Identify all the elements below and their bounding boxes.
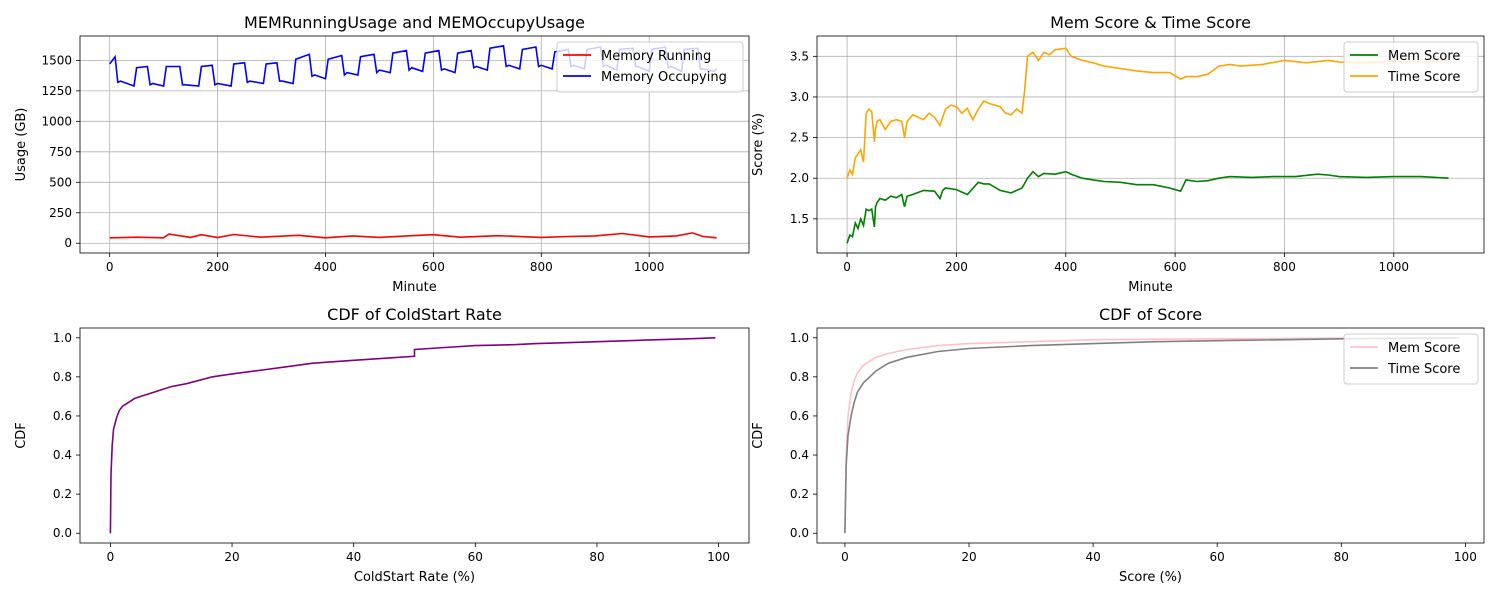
- axes-frame: [79, 327, 750, 544]
- y-tick-label: 1250: [41, 84, 72, 98]
- series-line-2: [844, 337, 1460, 534]
- y-tick-label: 0.8: [790, 370, 809, 384]
- x-tick-label: 0: [843, 260, 851, 274]
- legend: Mem Score Time Score: [1343, 333, 1479, 385]
- chart-title: Mem Score & Time Score: [1050, 13, 1251, 32]
- legend-label: Memory Occupying: [601, 70, 727, 85]
- x-tick-label: 0: [841, 550, 849, 564]
- series-line-1: [109, 337, 716, 534]
- x-tick-label: 400: [1054, 260, 1077, 274]
- x-tick-label: 1000: [1379, 260, 1410, 274]
- x-axis-label: Score (%): [1119, 570, 1182, 585]
- x-tick-label: 60: [1210, 550, 1225, 564]
- x-tick-label: 1000: [634, 260, 665, 274]
- legend-label: Mem Score: [1388, 49, 1460, 64]
- x-axis-label: Minute: [1128, 280, 1172, 295]
- series-line-1: [109, 232, 717, 239]
- x-tick-label: 200: [206, 260, 229, 274]
- x-tick-label: 400: [314, 260, 337, 274]
- chart-title: CDF of Score: [1099, 305, 1202, 324]
- x-tick-label: 0: [107, 550, 115, 564]
- chart-title: MEMRunningUsage and MEMOccupyUsage: [244, 13, 585, 32]
- y-tick-label: 0.6: [790, 409, 809, 423]
- axes-frame: [816, 35, 1485, 254]
- chart-panel-2: 0 200 400 600 800 1000 1.5 2.0 2.5 3.0 3.5 Mem Scor…: [751, 13, 1485, 295]
- legend-box: [556, 41, 744, 93]
- x-tick-label: 20: [224, 550, 239, 564]
- legend: Memory Running Memory Occupying: [556, 41, 744, 93]
- chart-panel-4: 0 20 40 60 80 100 0.0 0.2 0.4 0.6 0.8 1.0 CDF of Sco…: [751, 305, 1485, 585]
- y-tick-label: 1.0: [53, 331, 72, 345]
- series-line-1: [846, 170, 1449, 244]
- x-tick-label: 80: [589, 550, 604, 564]
- legend-label: Mem Score: [1388, 341, 1460, 356]
- axes-frame: [816, 327, 1485, 544]
- y-tick-label: 250: [49, 206, 72, 220]
- x-tick-label: 0: [106, 260, 114, 274]
- y-tick-label: 0.6: [53, 409, 72, 423]
- x-tick-label: 800: [1273, 260, 1296, 274]
- y-tick-label: 0.0: [53, 526, 72, 540]
- y-tick-label: 0.2: [790, 487, 809, 501]
- chart-panel-1: 0 200 400 600 800 1000 0 250 500 750 1000 1250 1500 M…: [14, 13, 750, 295]
- y-tick-label: 1500: [41, 53, 72, 67]
- y-tick-label: 0.4: [790, 448, 809, 462]
- y-tick-label: 500: [49, 175, 72, 189]
- y-tick-label: 2.5: [790, 131, 809, 145]
- legend-label: Time Score: [1387, 70, 1460, 85]
- x-tick-label: 80: [1334, 550, 1349, 564]
- x-tick-label: 100: [1454, 550, 1477, 564]
- y-tick-label: 2.0: [790, 171, 809, 185]
- y-tick-label: 0.2: [53, 487, 72, 501]
- x-tick-label: 20: [961, 550, 976, 564]
- x-tick-label: 60: [468, 550, 483, 564]
- chart-panel-3: 0 20 40 60 80 100 0.0 0.2 0.4 0.6 0.8 1.0 CDF of Col…: [14, 305, 750, 585]
- y-axis-label: CDF: [751, 422, 766, 449]
- legend-label: Memory Running: [601, 49, 711, 64]
- series-line-2: [846, 47, 1449, 179]
- x-axis-label: ColdStart Rate (%): [354, 570, 475, 585]
- y-tick-label: 0: [64, 236, 72, 250]
- y-tick-label: 0.4: [53, 448, 72, 462]
- y-tick-label: 1.5: [790, 212, 809, 226]
- legend-label: Time Score: [1387, 362, 1460, 377]
- x-axis-label: Minute: [392, 280, 436, 295]
- y-tick-label: 3.0: [790, 90, 809, 104]
- axes-frame: [79, 35, 750, 254]
- x-tick-label: 100: [707, 550, 730, 564]
- y-axis-label: Usage (GB): [14, 108, 29, 182]
- x-tick-label: 800: [530, 260, 553, 274]
- y-tick-label: 1000: [41, 114, 72, 128]
- y-axis-label: Score (%): [751, 113, 766, 176]
- legend: Mem Score Time Score: [1343, 41, 1479, 93]
- y-tick-label: 1.0: [790, 331, 809, 345]
- x-tick-label: 200: [945, 260, 968, 274]
- y-tick-label: 3.5: [790, 49, 809, 63]
- y-tick-label: 0.0: [790, 526, 809, 540]
- x-tick-label: 600: [422, 260, 445, 274]
- chart-title: CDF of ColdStart Rate: [327, 305, 502, 324]
- x-tick-label: 40: [346, 550, 361, 564]
- series-line-1: [844, 336, 1460, 534]
- y-tick-label: 0.8: [53, 370, 72, 384]
- x-tick-label: 600: [1164, 260, 1187, 274]
- y-axis-label: CDF: [14, 422, 29, 449]
- x-tick-label: 40: [1085, 550, 1100, 564]
- y-tick-label: 750: [49, 145, 72, 159]
